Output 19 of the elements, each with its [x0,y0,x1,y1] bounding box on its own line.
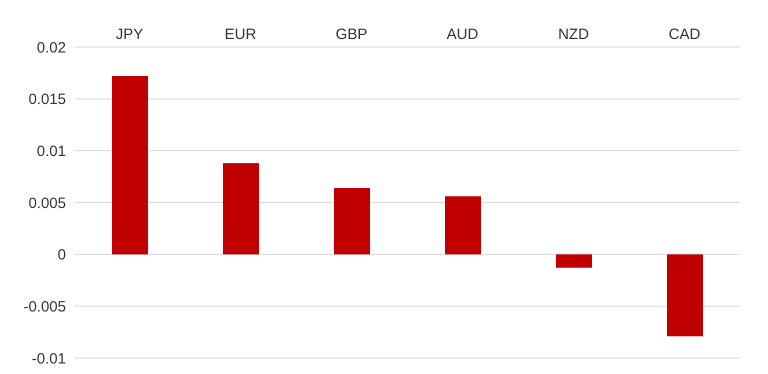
x-tick-label: NZD [558,26,590,43]
y-tick-label: -0.005 [23,298,66,316]
bar [445,196,481,254]
x-tick-label: EUR [224,26,256,43]
x-tick-label: GBP [336,26,368,43]
y-tick-label: 0.005 [28,194,66,212]
x-tick-label: CAD [668,26,700,43]
x-tick-label: AUD [446,26,478,43]
y-tick-label: 0 [58,246,66,264]
y-tick-label: 0.015 [28,91,66,108]
y-tick-label: -0.01 [32,350,66,368]
bar [667,254,703,336]
y-tick-label: 0.02 [36,39,66,56]
bar [334,188,370,254]
bar [112,76,148,254]
bar [556,254,592,268]
x-tick-label: JPY [116,26,144,43]
y-tick-label: 0.01 [36,142,66,160]
bar [223,163,259,254]
